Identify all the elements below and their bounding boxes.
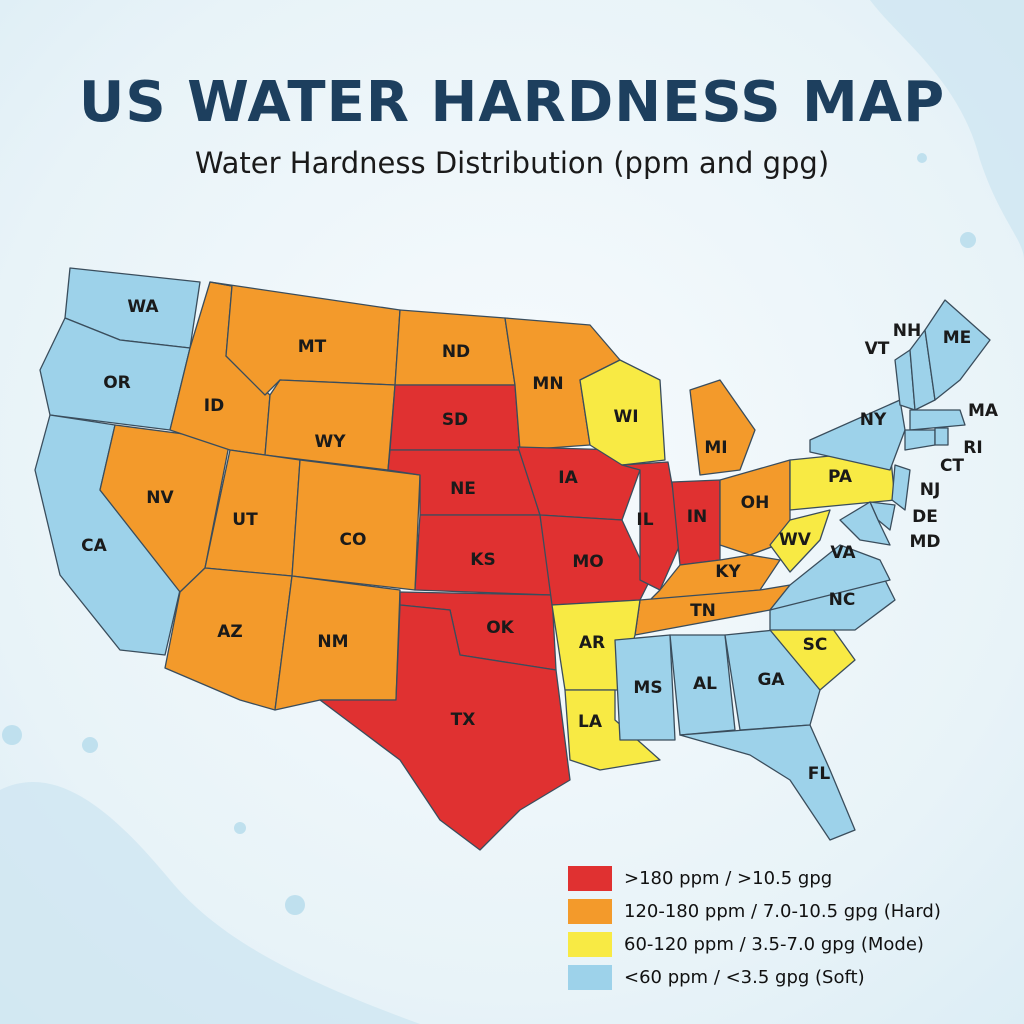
state-label: MD — [909, 532, 940, 552]
legend-entry: <60 ppm / <3.5 gpg (Soft) — [568, 961, 941, 994]
state-label: SD — [442, 410, 468, 430]
state-label: ME — [943, 328, 972, 348]
state-label: GA — [757, 670, 785, 690]
legend-swatch — [568, 866, 612, 891]
state-label: WA — [127, 297, 159, 317]
state-label: AZ — [217, 622, 242, 642]
state-label: IL — [636, 510, 653, 530]
state-label: NJ — [920, 480, 941, 500]
state-shape — [579, 359, 666, 466]
legend-entry: >180 ppm / >10.5 gpg — [568, 862, 941, 895]
state-shape — [719, 459, 791, 556]
state-label: CT — [940, 456, 964, 476]
state-label: WY — [314, 432, 346, 452]
state-shape — [934, 427, 949, 446]
state-label: NE — [450, 479, 476, 499]
state-label: NC — [829, 590, 856, 610]
state-shape — [614, 634, 676, 741]
state-label: WI — [613, 407, 638, 427]
state-label: DE — [912, 507, 938, 527]
state-label: NM — [317, 632, 348, 652]
state-label: TX — [451, 710, 476, 730]
state-label: MS — [633, 678, 662, 698]
state-shape — [809, 399, 906, 471]
legend: >180 ppm / >10.5 gpg 120-180 ppm / 7.0-10… — [568, 862, 941, 994]
state-label: OH — [741, 493, 770, 513]
state-label: IA — [558, 468, 578, 488]
state-label: KY — [715, 562, 741, 582]
state-shape — [839, 501, 891, 546]
state-label: MT — [298, 337, 327, 357]
state-label: VA — [830, 543, 856, 563]
state-shape — [769, 544, 891, 611]
legend-swatch — [568, 899, 612, 924]
legend-label: 120-180 ppm / 7.0-10.5 gpg (Hard) — [624, 901, 941, 922]
state-label: NV — [146, 488, 174, 508]
state-shape — [669, 634, 736, 736]
subtitle: Water Hardness Distribution (ppm and gpg… — [194, 146, 830, 180]
state-shape — [904, 429, 936, 451]
legend-label: <60 ppm / <3.5 gpg (Soft) — [624, 967, 865, 988]
state-shape — [724, 629, 821, 731]
state-label: MN — [532, 374, 563, 394]
state-label: SC — [803, 635, 828, 655]
state-label: LA — [578, 712, 603, 732]
state-shape — [319, 604, 571, 851]
state-shape — [679, 724, 856, 841]
legend-label: 60-120 ppm / 3.5-7.0 gpg (Mode) — [624, 934, 924, 955]
state-shape — [689, 379, 756, 476]
legend-entry: 60-120 ppm / 3.5-7.0 gpg (Mode) — [568, 928, 941, 961]
state-label: AR — [579, 633, 605, 653]
state-label: FL — [808, 764, 831, 784]
legend-swatch — [568, 932, 612, 957]
state-label: ID — [204, 396, 224, 416]
state-shape — [264, 379, 396, 471]
state-label: NH — [893, 321, 921, 341]
state-label: VT — [865, 339, 890, 359]
state-shape — [564, 689, 661, 771]
state-label: UT — [232, 510, 258, 530]
state-label: KS — [470, 550, 495, 570]
state-label: PA — [828, 467, 853, 487]
state-label: OK — [486, 618, 514, 638]
state-shape — [891, 464, 911, 511]
state-shape — [291, 459, 421, 591]
state-label: TN — [690, 601, 716, 621]
state-label: NY — [860, 410, 887, 430]
state-label: IN — [687, 507, 708, 527]
state-shape — [924, 299, 991, 401]
state-shape — [769, 509, 831, 573]
state-shape — [909, 409, 966, 431]
us-map: WA OR CA NV ID MT WY UT CO AZ NM ND SD NE KS OK TX MN IA MO… — [34, 267, 999, 851]
state-label: AL — [693, 674, 717, 694]
state-label: CO — [340, 530, 367, 550]
state-label: MI — [704, 438, 727, 458]
state-label: CA — [81, 536, 107, 556]
state-shape — [539, 514, 651, 606]
state-label: WV — [779, 530, 812, 550]
title: US WATER HARDNESS MAP — [78, 70, 946, 135]
state-label: MO — [572, 552, 603, 572]
state-label: ND — [442, 342, 470, 362]
legend-swatch — [568, 965, 612, 990]
legend-entry: 120-180 ppm / 7.0-10.5 gpg (Hard) — [568, 895, 941, 928]
legend-label: >180 ppm / >10.5 gpg — [624, 868, 833, 889]
state-label: OR — [103, 373, 131, 393]
state-label: RI — [963, 438, 982, 458]
state-label: MA — [968, 401, 999, 421]
